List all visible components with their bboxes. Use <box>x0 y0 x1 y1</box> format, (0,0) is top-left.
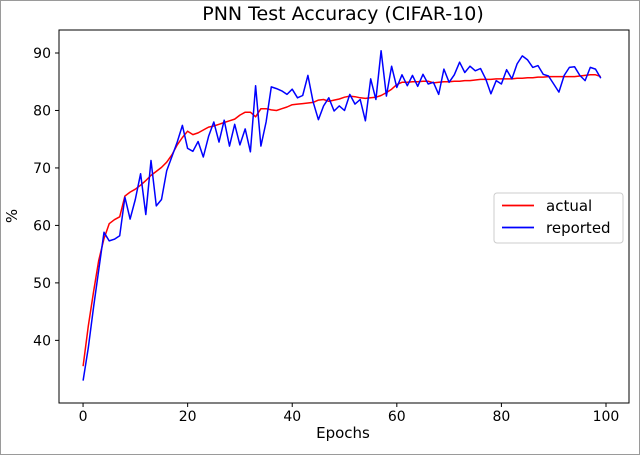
series-actual-line <box>82 74 602 367</box>
y-tick-label: 40 <box>33 333 51 349</box>
x-tick-label: 60 <box>388 409 406 425</box>
x-tick-label: 100 <box>593 409 620 425</box>
chart-title: PNN Test Accuracy (CIFAR-10) <box>202 3 484 25</box>
y-tick-label: 70 <box>33 161 51 177</box>
legend-label-actual: actual <box>546 197 592 215</box>
y-tick-label: 50 <box>33 276 51 292</box>
series-reported-line <box>82 49 602 381</box>
plot-layer: 0 20 40 60 80 100 40 50 60 70 80 90 <box>33 29 630 425</box>
x-tick-label: 0 <box>79 409 88 425</box>
y-axis-label: % <box>3 209 21 223</box>
plot-border <box>58 29 630 404</box>
y-tick-label: 80 <box>33 103 51 119</box>
x-tick-label: 20 <box>179 409 197 425</box>
legend-label-reported: reported <box>546 219 611 237</box>
x-tick-label: 40 <box>283 409 301 425</box>
y-tick-label: 90 <box>33 46 51 62</box>
x-ticks: 0 20 40 60 80 100 <box>79 403 620 425</box>
y-ticks: 40 50 60 70 80 90 <box>33 46 59 349</box>
x-tick-label: 80 <box>492 409 510 425</box>
legend: actual reported <box>493 192 624 244</box>
y-tick-label: 60 <box>33 218 51 234</box>
x-axis-label: Epochs <box>316 424 370 442</box>
